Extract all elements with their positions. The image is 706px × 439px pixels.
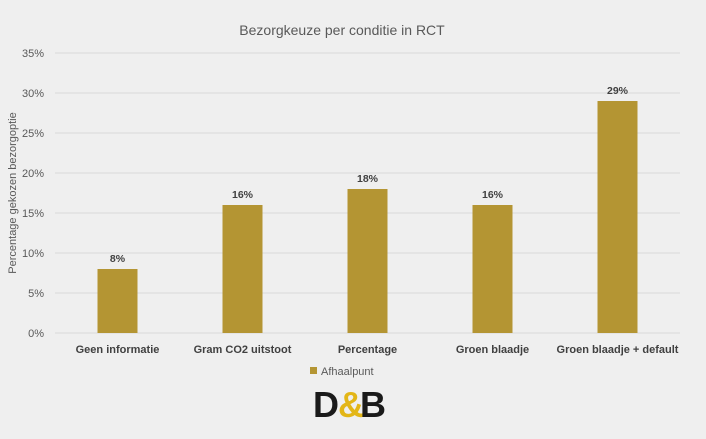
- y-tick-label: 30%: [22, 88, 44, 100]
- y-tick-label: 0%: [28, 328, 44, 340]
- bar: [472, 205, 513, 333]
- bar: [597, 101, 638, 333]
- chart-title: Bezorgkeuze per conditie in RCT: [239, 22, 445, 38]
- data-label: 29%: [607, 85, 629, 97]
- db-logo: D & B: [313, 384, 386, 425]
- x-tick-label: Groen blaadje: [456, 344, 529, 356]
- x-tick-label: Geen informatie: [76, 344, 160, 356]
- y-tick-label: 15%: [22, 208, 44, 220]
- legend: Afhaalpunt: [310, 366, 374, 378]
- y-tick-label: 25%: [22, 128, 44, 140]
- bar: [347, 189, 388, 333]
- logo-ampersand: &: [338, 384, 364, 425]
- data-label: 8%: [110, 253, 126, 265]
- data-label: 18%: [357, 173, 379, 185]
- x-tick-label: Percentage: [338, 344, 397, 356]
- bar: [97, 269, 138, 333]
- y-tick-label: 20%: [22, 168, 44, 180]
- bar: [222, 205, 263, 333]
- y-axis-ticks: 0% 5% 10% 15% 20% 25% 30% 35%: [22, 48, 44, 340]
- y-axis-label: Percentage gekozen bezorgoptie: [7, 112, 19, 273]
- data-label: 16%: [232, 189, 254, 201]
- legend-label: Afhaalpunt: [321, 366, 374, 378]
- x-axis-ticks: Geen informatie Gram CO2 uitstoot Percenta…: [76, 344, 679, 356]
- legend-swatch: [310, 367, 317, 374]
- data-labels: 8% 16% 18% 16% 29%: [110, 85, 629, 265]
- logo-letter-b: B: [360, 384, 386, 425]
- x-tick-label: Groen blaadje + default: [557, 344, 679, 356]
- x-tick-label: Gram CO2 uitstoot: [194, 344, 292, 356]
- bars: [97, 101, 638, 333]
- logo-letter-d: D: [313, 384, 339, 425]
- y-tick-label: 35%: [22, 48, 44, 60]
- y-tick-label: 10%: [22, 248, 44, 260]
- data-label: 16%: [482, 189, 504, 201]
- y-tick-label: 5%: [28, 288, 44, 300]
